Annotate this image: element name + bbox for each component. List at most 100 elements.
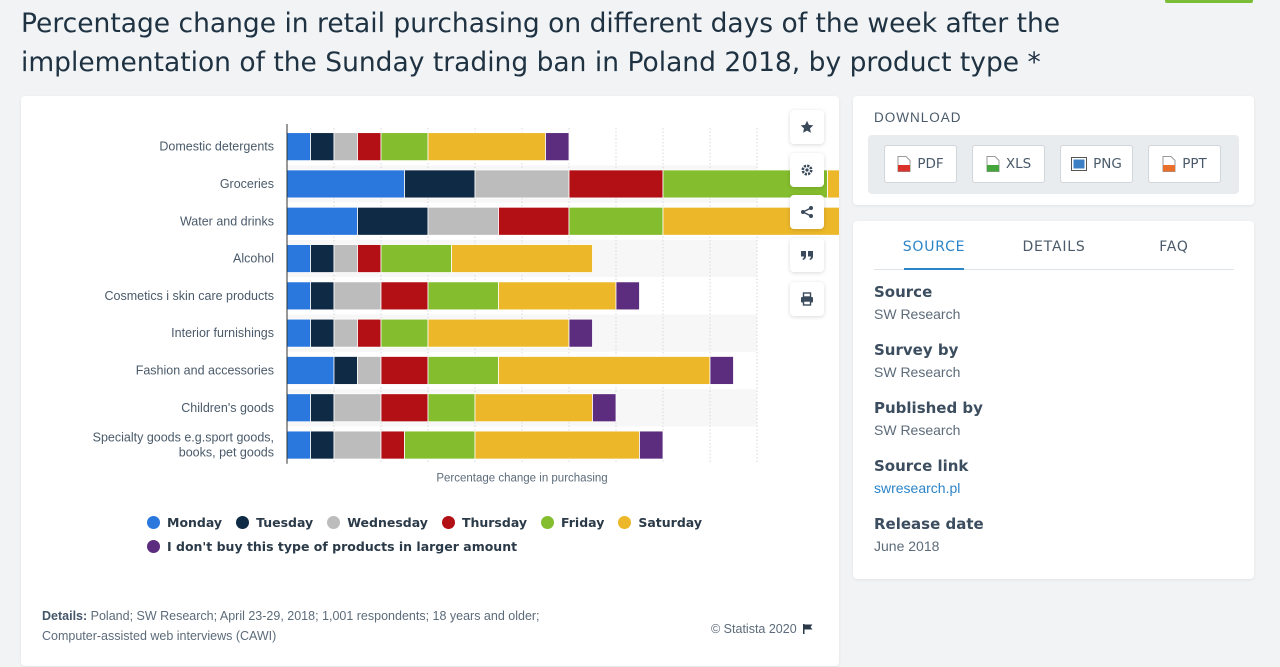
bar-segment [404, 169, 476, 199]
legend-label: Saturday [638, 514, 702, 530]
published-by-item: Published by SW Research [874, 397, 1234, 442]
bar-segment [333, 393, 382, 423]
legend-marker [147, 539, 160, 553]
legend-label: Monday [167, 514, 223, 530]
bar-segment [474, 169, 570, 199]
category-label: Specialty goods e.g.sport goods, books, p… [93, 431, 274, 460]
legend-marker [327, 515, 341, 529]
source-card: SOURCE DETAILS FAQ Source SW Research Su… [853, 221, 1254, 579]
download-buttons: PDF XLS PNG PPT [868, 135, 1239, 194]
published-by-value: SW Research [874, 422, 961, 438]
copyright-text[interactable]: © Statista 2020 [711, 622, 797, 636]
tab-source[interactable]: SOURCE [874, 239, 994, 270]
category-label: Alcohol [233, 252, 274, 266]
download-ppt-label: PPT [1182, 156, 1207, 172]
release-date-value: June 2018 [874, 538, 940, 554]
legend-item[interactable]: Wednesday [327, 515, 428, 530]
bar-segment [380, 393, 429, 423]
share-button[interactable] [790, 195, 824, 229]
page-title: Percentage change in retail purchasing o… [21, 8, 1061, 78]
source-label: Source [874, 283, 933, 301]
download-ppt-button[interactable]: PPT [1148, 145, 1221, 183]
bar-segment [498, 356, 711, 385]
legend-label: I don't buy this type of products in lar… [167, 538, 518, 554]
legend-marker [147, 515, 160, 529]
legend-row: Monday Tuesday Wednesday Thursday Friday Satu… [147, 510, 767, 534]
bar-segment [357, 356, 382, 385]
settings-button[interactable] [790, 153, 824, 187]
bar-segment [709, 356, 734, 385]
bar-segment [333, 318, 358, 348]
bar-segment [592, 393, 617, 423]
legend-item[interactable]: Friday [541, 515, 604, 530]
bar-segment [427, 281, 499, 311]
source-link-item: Source link swresearch.pl [874, 455, 1234, 500]
gear-icon [801, 164, 813, 176]
ppt-file-icon [1162, 156, 1176, 172]
download-pdf-button[interactable]: PDF [884, 145, 957, 183]
details-note: Details: Poland; SW Research; April 23-2… [42, 606, 602, 646]
download-title: DOWNLOAD [874, 110, 962, 125]
bar-segment [451, 244, 593, 273]
category-label: Fashion and accessories [136, 363, 274, 377]
bar-segment [286, 281, 311, 311]
x-axis-label: Percentage change in purchasing [436, 473, 607, 485]
download-png-button[interactable]: PNG [1060, 145, 1133, 183]
bar-segment [474, 393, 593, 423]
legend-item[interactable]: Tuesday [236, 515, 313, 530]
quote-icon [801, 251, 813, 260]
bar-segment [427, 206, 499, 236]
bar-segment [568, 169, 664, 199]
bar-segment [380, 132, 429, 162]
legend-item[interactable]: Thursday [441, 515, 527, 530]
bar-segment [357, 244, 382, 273]
category-label: Water and drinks [180, 214, 274, 228]
release-date-item: Release date June 2018 [874, 513, 1234, 558]
bar-segment [380, 430, 405, 460]
details-label: Details: [42, 609, 88, 623]
tab-faq[interactable]: FAQ [1159, 239, 1189, 255]
bar-segment [333, 281, 382, 311]
bar-segment [286, 169, 405, 199]
top-accent-tab[interactable] [1165, 0, 1253, 3]
source-list: Source SW Research Survey by SW Research… [874, 281, 1234, 571]
favorite-button[interactable] [790, 110, 824, 144]
bar-segment [357, 318, 382, 348]
flag-icon[interactable] [802, 623, 814, 635]
download-pdf-label: PDF [917, 156, 944, 172]
download-card: DOWNLOAD PDF XLS PNG PPT [853, 96, 1254, 205]
bar-segment [286, 244, 311, 273]
legend-item[interactable]: I don't buy this type of products in lar… [147, 539, 517, 554]
source-item: Source SW Research [874, 281, 1234, 326]
bar-segment [545, 132, 570, 162]
print-button[interactable] [790, 282, 824, 316]
legend-item[interactable]: Monday [147, 515, 222, 530]
share-icon [801, 206, 813, 218]
source-value: SW Research [874, 306, 961, 322]
bar-segment [827, 169, 839, 199]
bar-segment [427, 318, 570, 348]
cite-button[interactable] [790, 238, 824, 272]
category-label: Cosmetics i skin care products [104, 289, 274, 303]
bar-segment [380, 318, 429, 348]
legend-item[interactable]: Saturday [618, 515, 702, 530]
tab-details[interactable]: DETAILS [1022, 239, 1086, 255]
category-label: Children's goods [181, 401, 274, 415]
bar-segment [310, 318, 335, 348]
legend-label: Tuesday [256, 514, 314, 530]
bar-segment [568, 318, 593, 348]
bar-segment [380, 281, 429, 311]
bar-segment [427, 393, 476, 423]
bar-segment [310, 244, 335, 273]
legend-marker [541, 515, 555, 529]
download-xls-button[interactable]: XLS [972, 145, 1045, 183]
bar-segment [310, 393, 335, 423]
bar-segment [380, 356, 429, 385]
legend-label: Friday [561, 514, 605, 530]
star-icon [800, 120, 814, 133]
source-link[interactable]: swresearch.pl [874, 480, 961, 496]
chart-card: Domestic detergents Groceries Water and dr… [21, 96, 839, 666]
bar-segment [498, 206, 570, 236]
bar-chart: Domestic detergents Groceries Water and dr… [93, 124, 839, 485]
bar-segment [357, 132, 382, 162]
